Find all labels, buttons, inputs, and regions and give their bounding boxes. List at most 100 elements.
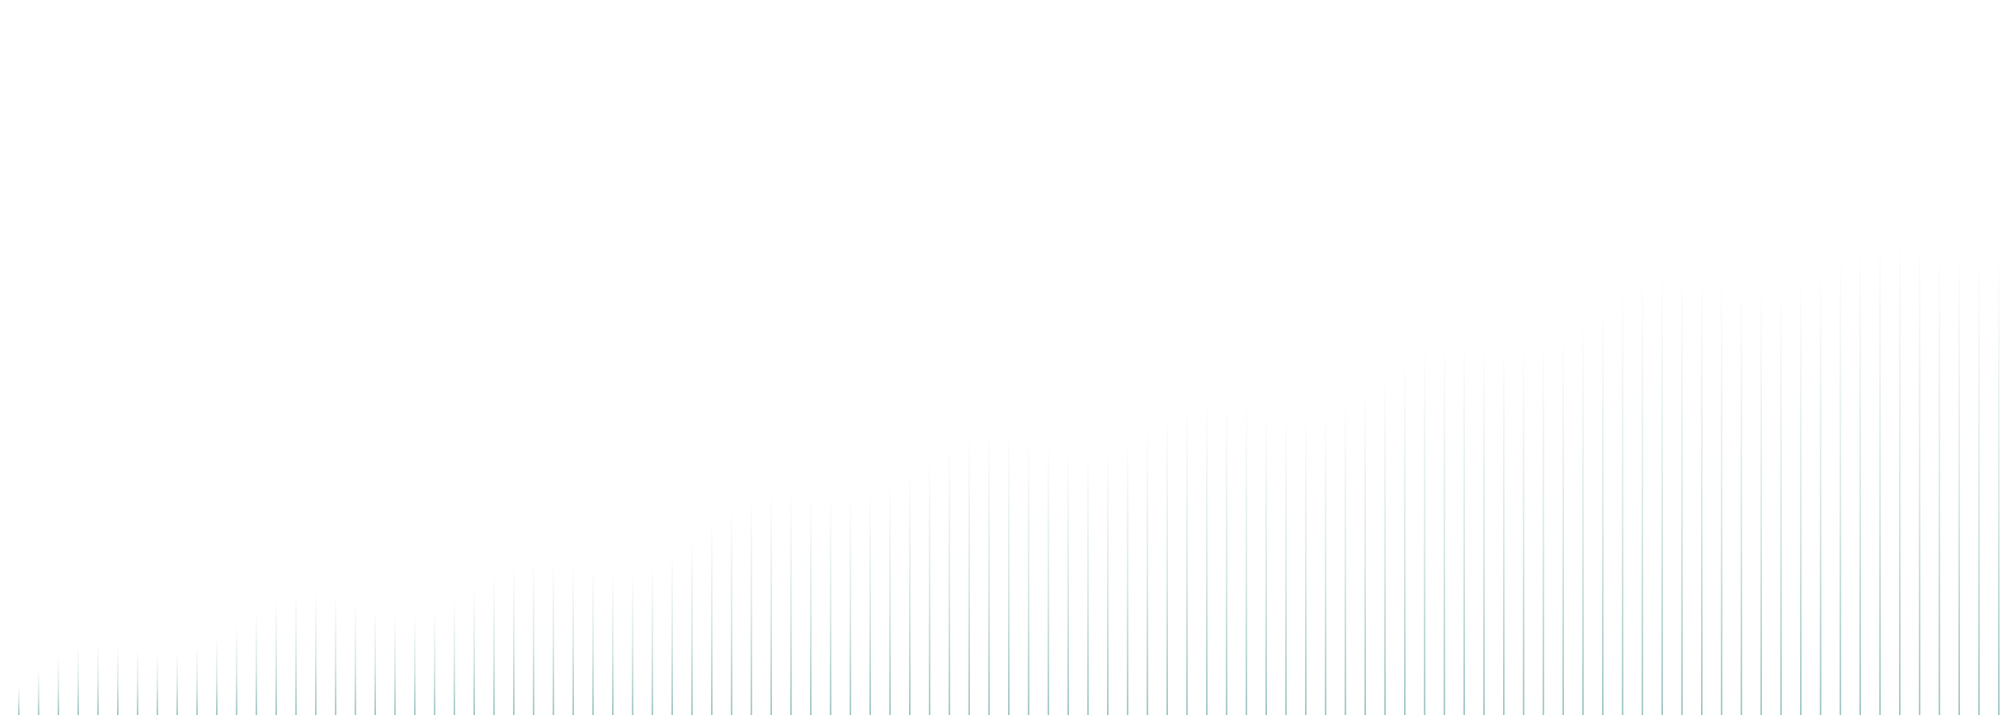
decorative-line xyxy=(196,647,198,715)
decorative-line xyxy=(1443,340,1446,715)
decorative-line xyxy=(117,645,119,715)
decorative-line xyxy=(394,614,396,715)
decorative-line xyxy=(1918,239,1921,715)
decorative-line xyxy=(810,493,812,715)
decorative-line xyxy=(1404,357,1406,715)
decorative-line xyxy=(295,593,297,715)
decorative-line xyxy=(156,652,159,715)
decorative-line xyxy=(176,652,178,715)
decorative-line xyxy=(572,564,574,715)
decorative-line xyxy=(1681,268,1683,715)
decorative-line xyxy=(770,491,772,715)
decorative-line xyxy=(57,655,60,715)
decorative-line xyxy=(1067,448,1069,715)
decorative-line xyxy=(1008,430,1010,715)
decorative-line xyxy=(869,492,871,715)
decorative-line xyxy=(275,600,277,715)
decorative-line xyxy=(1800,276,1802,715)
decorative-line xyxy=(1047,443,1050,715)
decorative-line xyxy=(1740,284,1743,715)
decorative-line xyxy=(1819,265,1822,715)
decorative-line xyxy=(1384,372,1386,715)
decorative-line xyxy=(909,470,911,715)
decorative-line xyxy=(1621,288,1624,715)
decorative-line xyxy=(453,600,456,715)
decorative-line xyxy=(1938,245,1941,715)
decorative-line xyxy=(552,561,555,715)
decorative-line xyxy=(1107,446,1109,715)
decorative-line xyxy=(1423,346,1426,715)
decorative-line xyxy=(1859,242,1861,715)
decorative-line xyxy=(1780,283,1782,715)
decorative-line xyxy=(1582,318,1584,715)
decorative-line xyxy=(354,602,357,715)
decorative-line xyxy=(1522,344,1525,715)
decorative-line xyxy=(928,455,931,715)
decorative-line xyxy=(334,595,337,715)
decorative-line xyxy=(1285,414,1287,715)
decorative-line xyxy=(592,569,594,715)
decorative-line xyxy=(1166,414,1168,715)
decorative-line xyxy=(136,648,139,715)
decorative-line xyxy=(1245,403,1248,715)
decorative-line xyxy=(1503,343,1505,715)
decorative-line xyxy=(1641,276,1644,715)
decorative-line xyxy=(829,496,832,715)
decorative-line xyxy=(1839,253,1842,715)
decorative-line xyxy=(255,612,258,715)
decorative-line xyxy=(414,614,416,715)
decorative-line xyxy=(1701,272,1703,715)
decorative-line xyxy=(1879,236,1881,715)
decorative-line xyxy=(97,643,99,715)
decorative-line xyxy=(631,571,634,715)
decorative-line xyxy=(1542,340,1545,715)
decorative-line xyxy=(1206,399,1208,715)
decorative-line xyxy=(1958,252,1960,715)
decorative-line xyxy=(216,638,218,715)
decorative-line xyxy=(1146,426,1149,715)
decorative-line xyxy=(473,587,475,715)
decorative-line xyxy=(1562,331,1564,715)
decorative-line xyxy=(374,609,376,715)
decorative-line xyxy=(513,566,515,715)
decorative-line xyxy=(1087,450,1089,715)
decorative-line xyxy=(315,592,317,715)
decorative-line xyxy=(889,483,891,715)
decorative-line xyxy=(1126,438,1129,715)
decorative-line xyxy=(1225,399,1228,715)
decorative-line xyxy=(1186,405,1188,715)
decorative-line xyxy=(750,496,753,715)
decorative-line xyxy=(790,491,792,715)
decorative-line xyxy=(1463,338,1465,715)
decorative-line xyxy=(1978,255,1980,715)
decorative-line xyxy=(988,429,990,715)
decorative-line xyxy=(433,609,436,715)
decorative-line xyxy=(711,521,713,715)
decorative-line xyxy=(691,537,693,715)
decorative-line xyxy=(1344,402,1347,715)
decorative-line xyxy=(730,506,733,715)
decorative-line xyxy=(671,553,673,715)
decorative-line xyxy=(1720,278,1723,715)
decorative-line xyxy=(1265,409,1267,715)
decorative-line xyxy=(1364,388,1366,715)
decorative-line xyxy=(235,625,238,715)
decorative-line xyxy=(1483,340,1485,715)
decorative-line xyxy=(493,575,495,715)
decorative-line xyxy=(948,442,951,715)
decorative-line xyxy=(968,433,970,715)
decorative-line xyxy=(1602,303,1604,715)
decorative-line xyxy=(1998,254,2000,715)
decorative-line xyxy=(849,497,852,715)
decorative-line xyxy=(1305,415,1307,715)
decorative-line xyxy=(77,647,79,715)
decorative-line xyxy=(1661,269,1663,715)
decorative-line xyxy=(37,669,40,715)
decorative-line xyxy=(1899,235,1901,715)
decorative-line xyxy=(532,561,535,715)
decorative-line xyxy=(18,685,20,715)
line-group xyxy=(18,235,2000,715)
decorative-line xyxy=(1760,286,1762,715)
decorative-line xyxy=(1324,411,1327,715)
